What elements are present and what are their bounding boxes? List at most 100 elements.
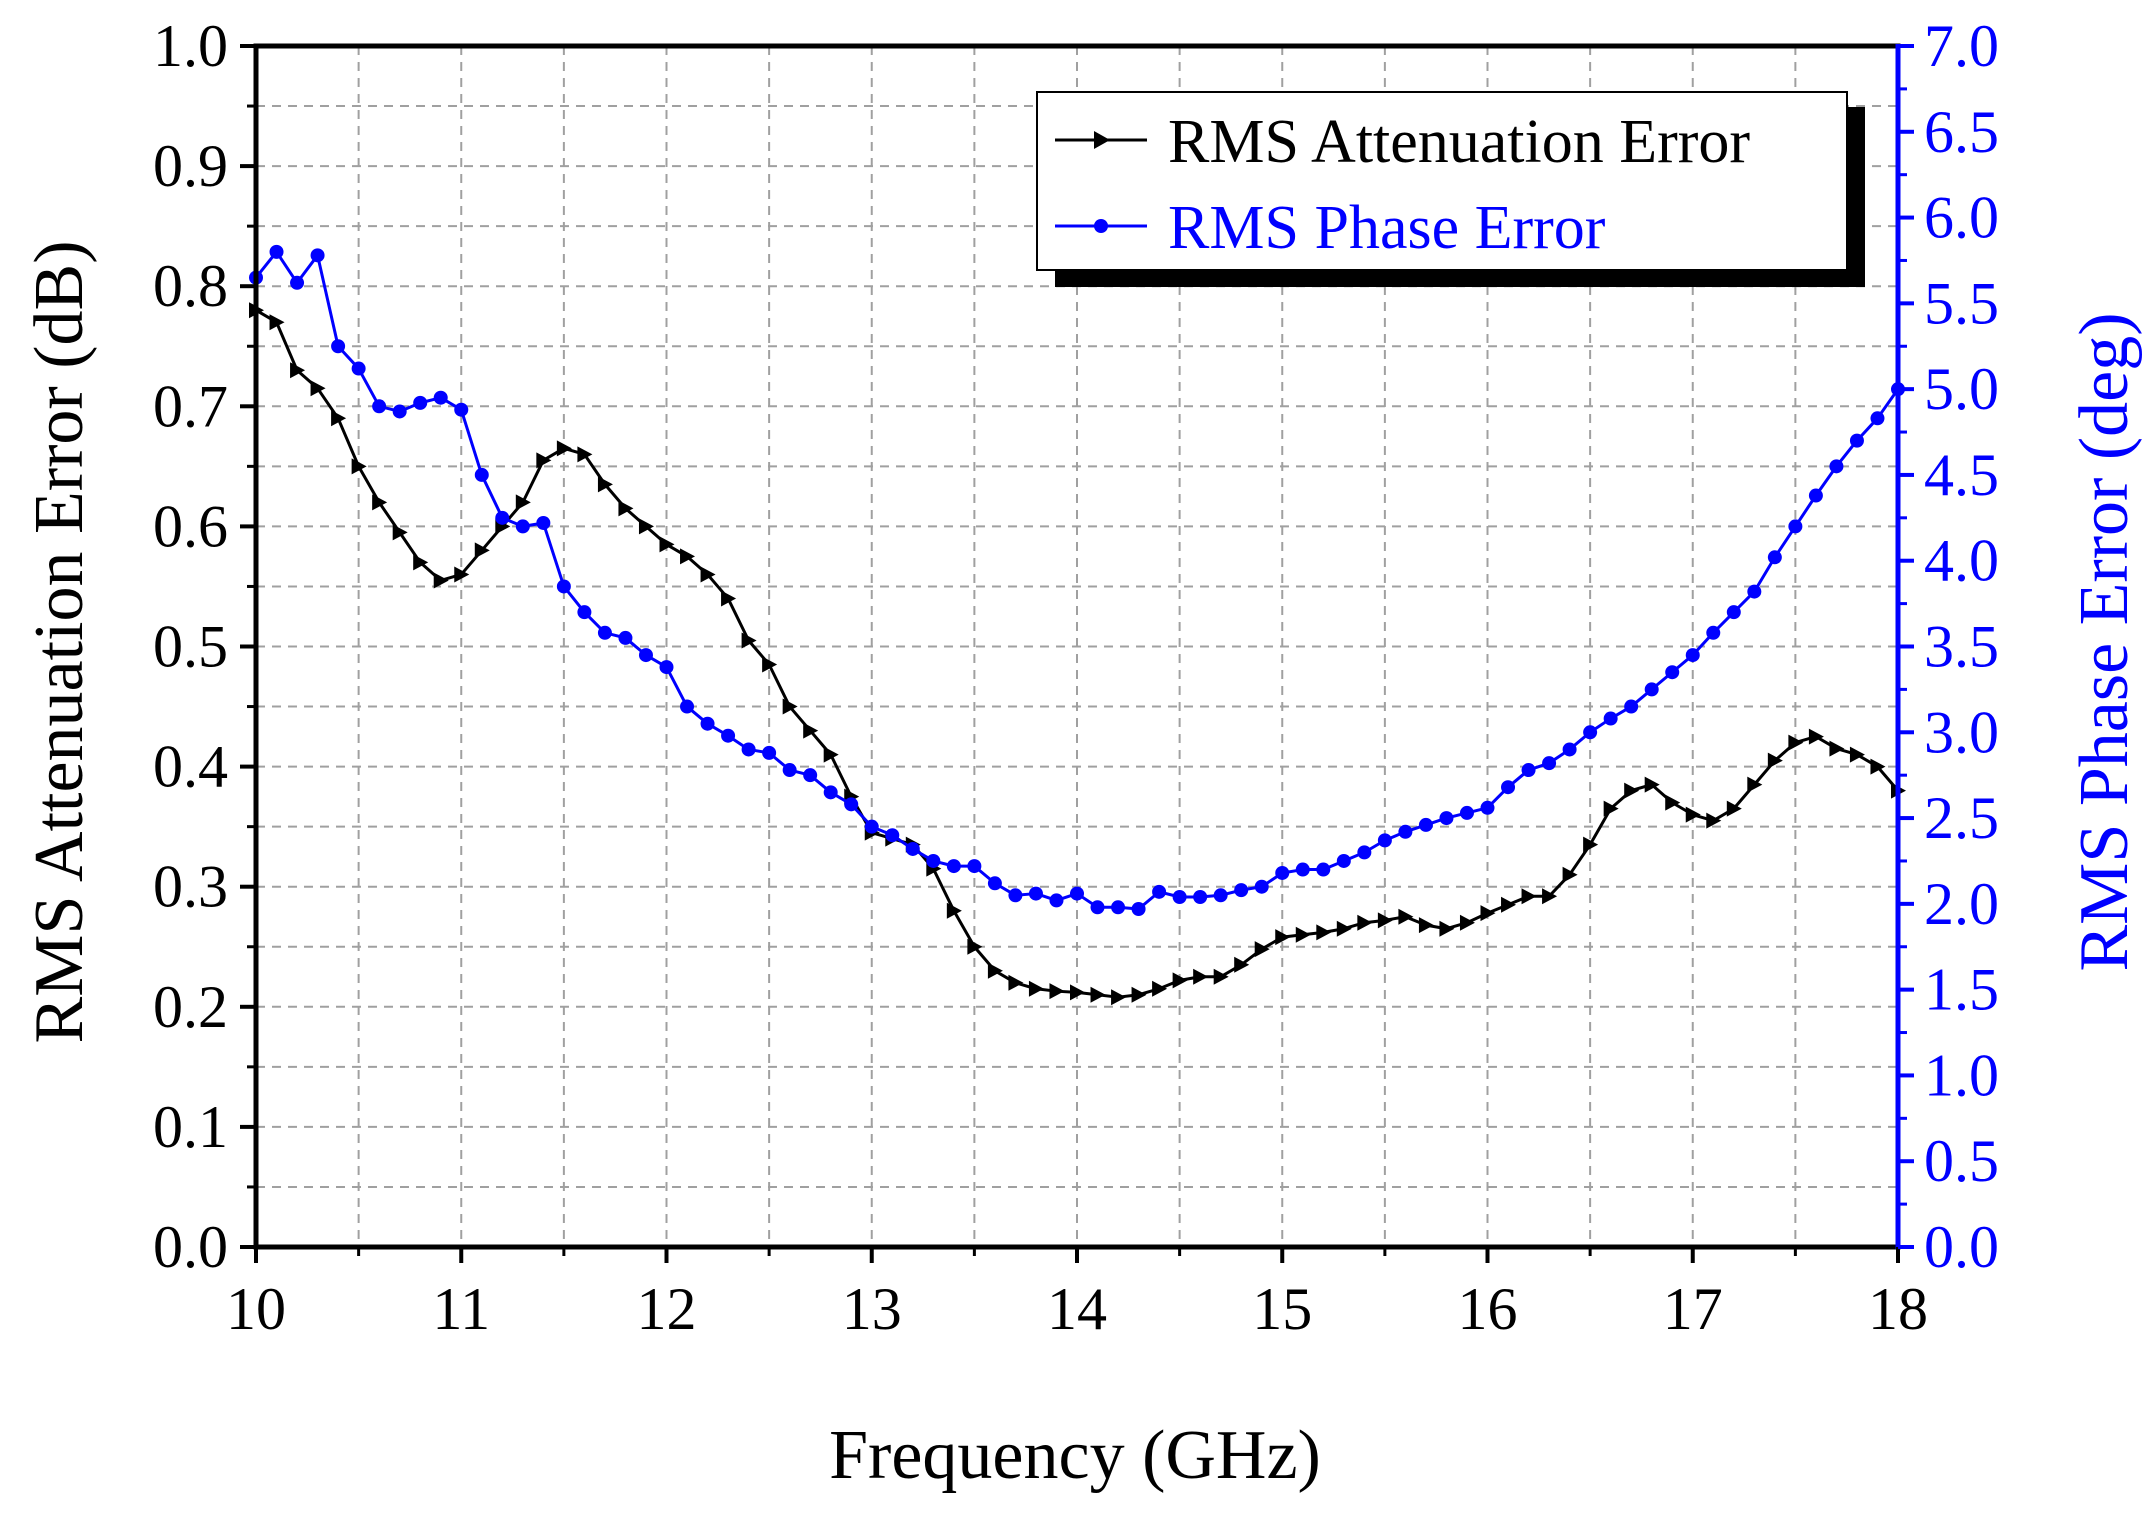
phase-point	[1254, 879, 1269, 894]
attenuation-point	[310, 380, 326, 397]
attenuation-point	[1685, 806, 1701, 823]
phase-point	[1152, 884, 1167, 899]
phase-point	[967, 859, 982, 874]
y-left-tick-label: 1.0	[153, 13, 228, 79]
phase-point	[1131, 902, 1146, 917]
y-right-tick-label: 6.0	[1924, 185, 1999, 251]
attenuation-point	[1808, 728, 1824, 745]
x-tick-label: 16	[1458, 1276, 1518, 1342]
phase-point	[987, 876, 1002, 891]
attenuation-point	[659, 536, 675, 553]
attenuation-point	[1070, 984, 1085, 1001]
attenuation-point	[1624, 782, 1640, 799]
attenuation-point	[1767, 752, 1783, 769]
legend-attenuation-label: RMS Attenuation Error	[1168, 108, 1750, 176]
phase-point	[269, 244, 284, 259]
attenuation-point	[967, 938, 983, 955]
phase-point	[1788, 519, 1803, 534]
y-left-tick-label: 0.8	[153, 253, 228, 319]
attenuation-point	[680, 548, 696, 565]
phase-point	[1870, 411, 1885, 426]
phase-point	[1583, 725, 1598, 740]
y-left-tick-label: 0.5	[153, 614, 228, 680]
phase-point	[1193, 889, 1208, 904]
attenuation-point	[1336, 920, 1352, 937]
attenuation-point	[515, 494, 531, 511]
x-tick-label: 15	[1252, 1276, 1312, 1342]
phase-point	[413, 395, 428, 410]
phase-point	[1644, 682, 1659, 697]
attenuation-point	[1377, 912, 1393, 929]
phase-point	[597, 625, 612, 640]
legend-phase-marker	[1094, 219, 1108, 233]
y-right-tick-label: 3.0	[1924, 699, 1999, 765]
y-right-tick-label: 1.0	[1924, 1042, 1999, 1108]
y-right-tick-label: 0.5	[1924, 1128, 1999, 1194]
y-right-tick-label: 6.5	[1924, 99, 1999, 165]
attenuation-point	[1829, 740, 1845, 757]
phase-point	[1275, 865, 1290, 880]
phase-point	[1829, 459, 1844, 474]
attenuation-point	[1542, 888, 1558, 905]
attenuation-point	[1521, 888, 1537, 905]
y-left-axis-title: RMS Attenuation Error (dB)	[21, 241, 98, 1044]
attenuation-point	[1152, 980, 1168, 997]
phase-point	[1849, 433, 1864, 448]
x-tick-label: 12	[637, 1276, 697, 1342]
attenuation-point	[1788, 734, 1804, 751]
attenuation-point	[1726, 800, 1742, 817]
attenuation-point	[700, 566, 716, 583]
phase-point	[1008, 888, 1023, 903]
x-tick-label: 10	[226, 1276, 286, 1342]
attenuation-point	[372, 494, 388, 511]
phase-point	[864, 819, 879, 834]
x-tick-label: 11	[432, 1276, 490, 1342]
attenuation-point	[474, 542, 490, 559]
phase-point	[433, 390, 448, 405]
attenuation-point	[1583, 836, 1599, 853]
phase-point	[1028, 886, 1043, 901]
legend: RMS Attenuation Error RMS Phase Error	[1036, 91, 1865, 287]
attenuation-point	[638, 518, 654, 535]
phase-point	[1172, 889, 1187, 904]
phase-point	[331, 339, 346, 354]
attenuation-point	[269, 314, 285, 331]
y-left-tick-label: 0.3	[153, 854, 228, 920]
phase-point	[1111, 900, 1126, 915]
y-right-tick-label: 1.5	[1924, 957, 1999, 1023]
attenuation-point	[1665, 794, 1681, 811]
attenuation-point	[1254, 941, 1270, 958]
phase-point	[638, 648, 653, 663]
phase-point	[741, 742, 756, 757]
series-phase	[249, 244, 1905, 917]
attenuation-point	[577, 446, 593, 463]
y-left-tick-label: 0.1	[153, 1094, 228, 1160]
phase-point	[1336, 853, 1351, 868]
attenuation-point	[1501, 896, 1517, 913]
phase-point	[905, 841, 920, 856]
phase-point	[290, 275, 305, 290]
attenuation-point	[1418, 917, 1434, 934]
legend-phase-label: RMS Phase Error	[1168, 194, 1606, 262]
phase-point	[1665, 665, 1680, 680]
attenuation-point	[1090, 986, 1106, 1003]
phase-point	[1685, 648, 1700, 663]
attenuation-point	[1849, 746, 1865, 763]
phase-point	[1213, 888, 1228, 903]
phase-point	[721, 728, 736, 743]
phase-point	[474, 467, 489, 482]
attenuation-point	[454, 566, 470, 583]
phase-point	[1624, 699, 1639, 714]
attenuation-point	[1870, 758, 1886, 775]
attenuation-point	[433, 572, 449, 589]
y-right-tick-label: 2.5	[1924, 785, 1999, 851]
attenuation-point	[946, 902, 962, 919]
attenuation-point	[597, 476, 613, 493]
phase-point	[1501, 780, 1516, 795]
phase-point	[1459, 805, 1474, 820]
attenuation-point	[1603, 800, 1619, 817]
phase-point	[1316, 862, 1331, 877]
phase-point	[1418, 817, 1433, 832]
y-right-tick-label: 5.5	[1924, 270, 1999, 336]
attenuation-point	[1213, 968, 1229, 985]
